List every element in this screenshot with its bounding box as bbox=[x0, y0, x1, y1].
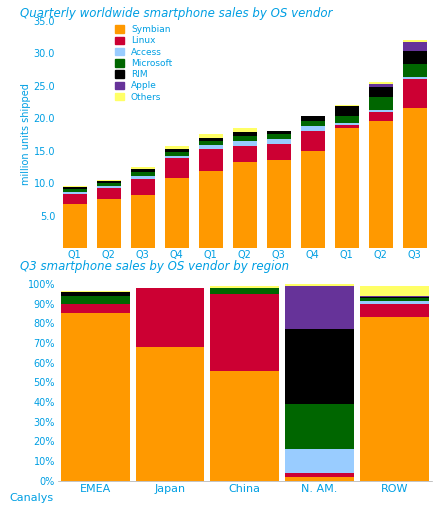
Bar bbox=[165, 149, 189, 152]
Text: Canalys: Canalys bbox=[9, 494, 53, 504]
Bar bbox=[199, 138, 222, 141]
Bar bbox=[403, 64, 427, 77]
Bar bbox=[403, 77, 427, 79]
Bar bbox=[360, 303, 429, 317]
Text: Quarterly worldwide smartphone sales by OS vendor: Quarterly worldwide smartphone sales by … bbox=[20, 7, 333, 20]
Bar bbox=[360, 300, 429, 303]
Bar bbox=[285, 286, 354, 329]
Bar bbox=[335, 105, 359, 107]
Bar bbox=[403, 109, 427, 248]
Bar bbox=[233, 162, 257, 248]
Bar bbox=[199, 172, 222, 248]
Bar bbox=[210, 286, 279, 288]
Bar bbox=[360, 297, 429, 298]
Bar bbox=[233, 132, 257, 136]
Bar bbox=[335, 116, 359, 123]
Bar bbox=[285, 329, 354, 404]
Bar bbox=[335, 123, 359, 125]
Text: 2007: 2007 bbox=[382, 278, 413, 287]
Bar bbox=[233, 128, 257, 132]
Bar bbox=[233, 146, 257, 162]
Bar bbox=[360, 298, 429, 300]
Bar bbox=[285, 449, 354, 473]
Bar bbox=[267, 160, 291, 248]
Bar bbox=[301, 121, 324, 126]
Bar bbox=[136, 347, 204, 481]
Bar bbox=[131, 178, 155, 195]
Bar bbox=[285, 473, 354, 477]
Bar bbox=[301, 131, 324, 150]
Bar bbox=[131, 172, 155, 176]
Bar bbox=[136, 288, 204, 347]
Bar bbox=[165, 159, 189, 178]
Bar bbox=[61, 292, 129, 296]
Bar bbox=[360, 317, 429, 481]
Bar bbox=[61, 303, 129, 313]
Bar bbox=[301, 116, 324, 121]
Bar bbox=[165, 152, 189, 156]
Bar bbox=[97, 188, 121, 200]
Bar bbox=[403, 40, 427, 42]
Bar bbox=[369, 82, 392, 84]
Bar bbox=[63, 192, 87, 194]
Text: Q3 smartphone sales by OS vendor by region: Q3 smartphone sales by OS vendor by regi… bbox=[20, 260, 290, 273]
Bar bbox=[403, 51, 427, 64]
Bar bbox=[63, 189, 87, 192]
Bar bbox=[267, 134, 291, 139]
Bar bbox=[403, 79, 427, 109]
Bar bbox=[61, 291, 129, 292]
Bar bbox=[403, 42, 427, 51]
Bar bbox=[285, 404, 354, 449]
Bar bbox=[199, 149, 222, 172]
Bar bbox=[267, 144, 291, 160]
Bar bbox=[97, 183, 121, 186]
Bar bbox=[360, 286, 429, 296]
Bar bbox=[131, 195, 155, 248]
Bar bbox=[369, 110, 392, 112]
Bar bbox=[63, 194, 87, 204]
Bar bbox=[199, 141, 222, 145]
Bar bbox=[267, 139, 291, 144]
Bar bbox=[335, 125, 359, 128]
Bar bbox=[285, 477, 354, 481]
Bar bbox=[97, 200, 121, 248]
Y-axis label: million units shipped: million units shipped bbox=[20, 83, 31, 186]
Bar bbox=[97, 186, 121, 188]
Bar bbox=[301, 150, 324, 248]
Bar bbox=[199, 145, 222, 149]
Bar bbox=[97, 180, 121, 183]
Bar bbox=[131, 167, 155, 169]
Bar bbox=[210, 371, 279, 481]
Bar bbox=[233, 136, 257, 141]
Bar bbox=[360, 296, 429, 297]
Bar bbox=[199, 134, 222, 138]
Bar bbox=[369, 112, 392, 121]
Bar bbox=[61, 313, 129, 481]
Bar bbox=[301, 126, 324, 131]
Bar bbox=[165, 146, 189, 149]
Text: 2006: 2006 bbox=[246, 278, 277, 287]
Bar bbox=[63, 187, 87, 189]
Bar bbox=[335, 107, 359, 116]
Bar bbox=[210, 288, 279, 294]
Legend: Symbian, Linux, Access, Microsoft, RIM, Apple, Others: Symbian, Linux, Access, Microsoft, RIM, … bbox=[115, 25, 172, 102]
Bar bbox=[165, 156, 189, 159]
Bar bbox=[233, 141, 257, 146]
Bar bbox=[369, 84, 392, 87]
Bar bbox=[369, 87, 392, 97]
Bar bbox=[131, 176, 155, 178]
Bar bbox=[285, 284, 354, 286]
Bar bbox=[61, 296, 129, 303]
Bar bbox=[165, 178, 189, 248]
Bar bbox=[335, 128, 359, 248]
Bar bbox=[210, 294, 279, 371]
Bar bbox=[369, 97, 392, 110]
Bar bbox=[369, 121, 392, 248]
Bar bbox=[63, 204, 87, 248]
Bar bbox=[131, 169, 155, 172]
Text: 2005: 2005 bbox=[110, 278, 141, 287]
Bar bbox=[267, 130, 291, 134]
